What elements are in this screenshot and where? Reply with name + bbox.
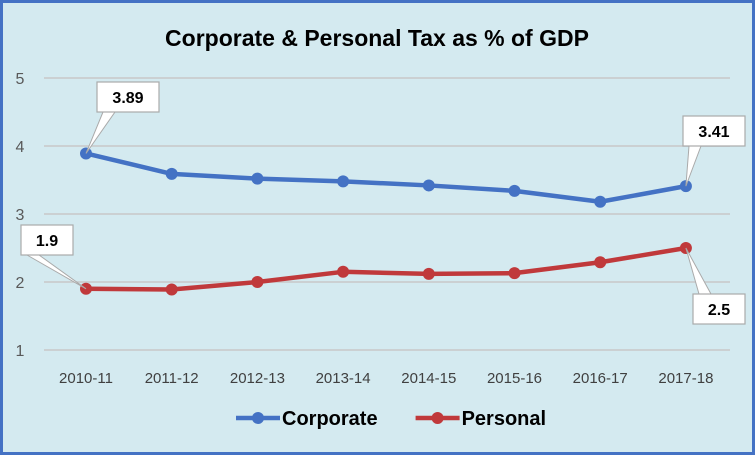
data-point (508, 184, 521, 197)
data-point (337, 175, 350, 188)
data-label-box (682, 115, 746, 147)
data-point (422, 267, 435, 280)
data-point (508, 267, 521, 280)
x-tick-label: 2011-12 (145, 370, 199, 387)
data-label-box (20, 224, 74, 256)
y-tick-label: 5 (16, 71, 25, 88)
y-tick-label: 4 (16, 139, 25, 156)
x-tick-label: 2012-13 (230, 370, 285, 387)
data-point (337, 265, 350, 278)
data-point (165, 283, 178, 296)
legend-marker (431, 412, 444, 424)
data-label: 1.9 (36, 233, 58, 250)
data-label: 3.89 (112, 90, 143, 107)
data-point (594, 195, 607, 208)
series-line-personal (85, 245, 687, 292)
legend-marker (252, 412, 264, 424)
x-tick-label: 2014-15 (401, 370, 456, 387)
y-tick-label: 2 (16, 275, 25, 292)
data-label-box (692, 293, 746, 325)
data-label-box (96, 81, 160, 113)
data-point (251, 172, 264, 185)
data-point (165, 167, 178, 180)
x-tick-label: 2010-11 (59, 370, 113, 387)
legend-label: Personal (462, 408, 546, 430)
data-point (251, 276, 264, 288)
data-label: 2.5 (708, 302, 730, 319)
x-tick-label: 2017-18 (658, 370, 713, 387)
x-tick-label: 2016-17 (573, 370, 628, 387)
legend-label: Corporate (282, 408, 378, 430)
data-label: 3.41 (698, 124, 729, 141)
x-tick-label: 2015-16 (487, 370, 542, 387)
chart-title: Corporate & Personal Tax as % of GDP (165, 25, 589, 51)
y-tick-label: 3 (16, 207, 25, 224)
data-point (422, 179, 435, 192)
series-line-corporate (85, 151, 687, 205)
y-tick-label: 1 (16, 343, 25, 360)
data-point (594, 256, 607, 269)
x-tick-label: 2013-14 (316, 370, 371, 387)
